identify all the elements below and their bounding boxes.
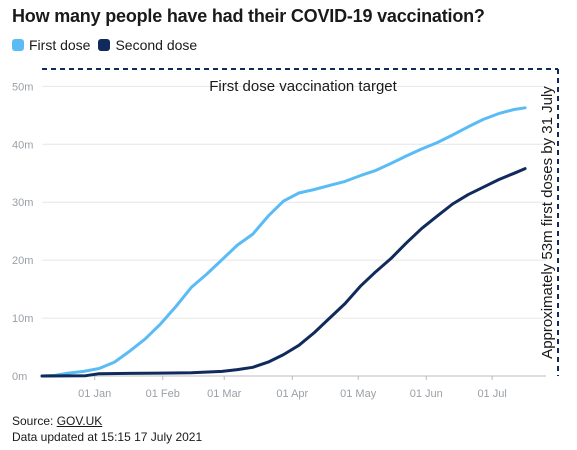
x-tick-label: 01 Feb <box>146 388 180 400</box>
y-tick-label: 0m <box>12 371 27 383</box>
x-tick-label: 01 Jul <box>477 388 506 400</box>
y-tick-label: 50m <box>12 81 33 93</box>
x-tick-label: 01 May <box>340 388 377 400</box>
x-tick-label: 01 Mar <box>207 388 242 400</box>
x-tick-label: 01 Apr <box>276 388 308 400</box>
source-prefix: Source: <box>12 414 57 428</box>
target-label-vertical: Approximately 53m first doses by 31 July <box>539 86 556 359</box>
legend-item-second-dose: Second dose <box>98 37 197 53</box>
legend: First dose Second dose <box>12 37 205 53</box>
y-tick-label: 10m <box>12 313 33 325</box>
legend-label-first-dose: First dose <box>29 37 91 53</box>
source-link[interactable]: GOV.UK <box>56 414 103 428</box>
footer: Source: GOV.UK Data updated at 15:15 17 … <box>12 413 202 445</box>
legend-swatch-first-dose <box>12 39 24 51</box>
x-tick-label: 01 Jan <box>78 388 111 400</box>
target-label-horizontal: First dose vaccination target <box>209 78 397 95</box>
series-line-first-dose <box>40 106 527 378</box>
legend-item-first-dose: First dose <box>12 37 90 53</box>
y-tick-label: 40m <box>12 139 33 151</box>
series-line-second-dose <box>40 167 527 378</box>
y-tick-label: 20m <box>12 255 33 267</box>
updated-line: Data updated at 15:15 17 July 2021 <box>12 430 203 444</box>
x-tick-label: 01 Jun <box>410 388 443 400</box>
legend-label-second-dose: Second dose <box>115 37 198 53</box>
legend-swatch-second-dose <box>98 39 111 51</box>
y-tick-label: 30m <box>12 197 33 209</box>
chart-area: 0m 10m 20m 30m 40m 50m 01 Jan 01 Feb 01 Mar 01 Ap… <box>12 68 559 400</box>
chart-title: How many people have had their COVID-19 … <box>12 6 485 26</box>
source-line: Source: GOV.UK <box>12 413 202 429</box>
